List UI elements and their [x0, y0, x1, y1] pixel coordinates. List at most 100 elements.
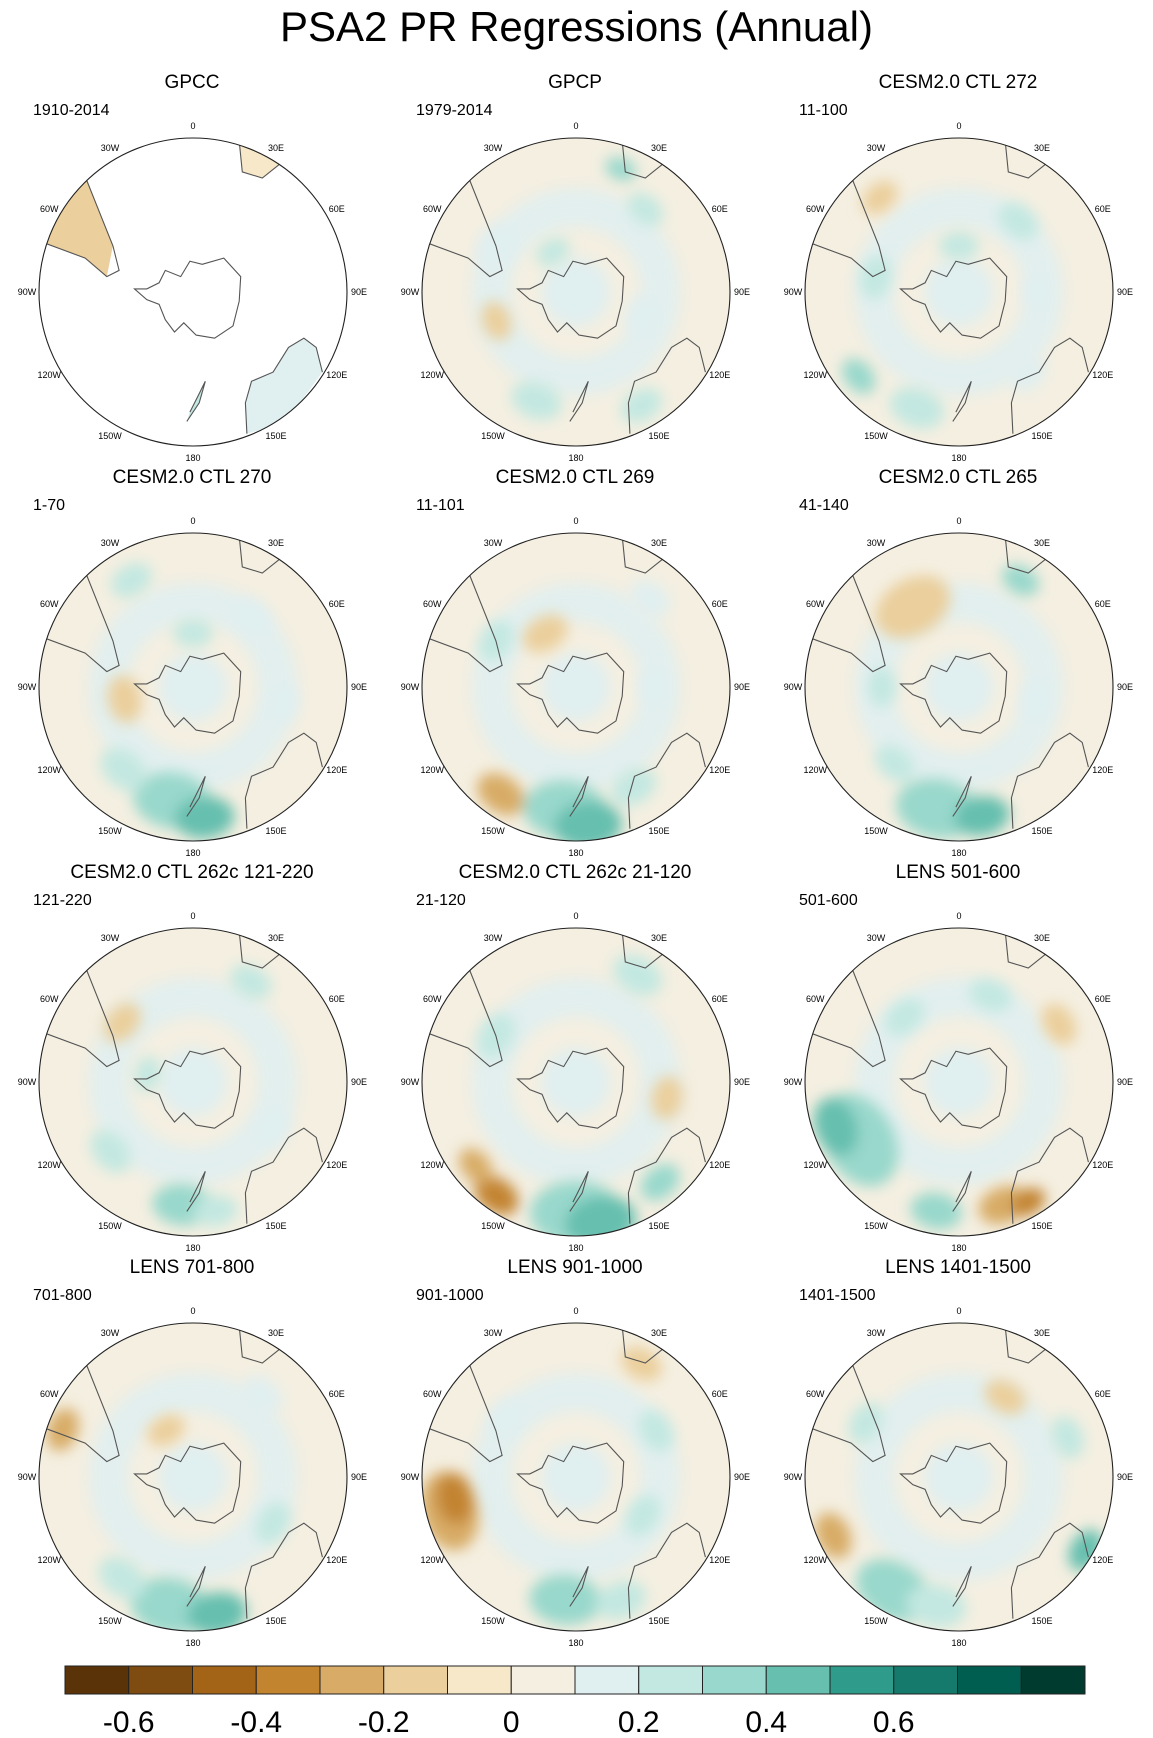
colorbar-tick-label: 0.6	[873, 1706, 915, 1738]
longitude-label: 60W	[806, 204, 825, 214]
longitude-label: 180	[951, 1638, 966, 1648]
longitude-label: 30E	[1034, 933, 1050, 943]
longitude-label: 90W	[784, 682, 803, 692]
longitude-label: 150W	[98, 1221, 122, 1231]
longitude-label: 90W	[18, 1472, 37, 1482]
longitude-label: 180	[185, 1638, 200, 1648]
longitude-label: 120W	[803, 1555, 827, 1565]
longitude-label: 120E	[1092, 1160, 1113, 1170]
colorbar-tick-label: 0	[503, 1706, 520, 1738]
longitude-label: 0	[190, 516, 195, 526]
colorbar-swatch	[383, 1665, 448, 1695]
longitude-label: 90W	[18, 287, 37, 297]
longitude-label: 30E	[268, 1328, 284, 1338]
polar-map: 0 30E 60E 90E 120E 150E 180 150W 120W 90W 60W 30W	[18, 911, 367, 1253]
longitude-label: 60E	[1095, 599, 1111, 609]
longitude-label: 120W	[37, 765, 61, 775]
colorbar-swatch	[638, 1665, 703, 1695]
longitude-label: 30W	[484, 538, 503, 548]
polar-map: 0 30E 60E 90E 120E 150E 180 150W 120W 90W 60W 30W	[784, 1306, 1133, 1648]
longitude-label: 90W	[784, 1472, 803, 1482]
panel-title: CESM2.0 CTL 262c 21-120	[458, 862, 692, 883]
panel-period: 1910-2014	[33, 102, 110, 119]
longitude-label: 30W	[867, 538, 886, 548]
longitude-label: 60W	[806, 1389, 825, 1399]
longitude-label: 60W	[423, 599, 442, 609]
longitude-label: 30W	[867, 1328, 886, 1338]
longitude-label: 30W	[484, 143, 503, 153]
longitude-label: 0	[573, 516, 578, 526]
longitude-label: 90E	[734, 1472, 750, 1482]
map-panel: CESM2.0 CTL 270 1-70 0 30E 60E 90E 120E 150E 180…	[0, 467, 384, 862]
map-panel: GPCC 1910-2014 0 30E 60E 90E 120E 150E 180 150W 12…	[0, 72, 384, 467]
panel-period: 701-800	[33, 1287, 92, 1304]
longitude-label: 90E	[351, 1472, 367, 1482]
colorbar-swatch	[447, 1665, 512, 1695]
longitude-label: 90E	[351, 287, 367, 297]
longitude-label: 60W	[40, 599, 59, 609]
panel-title: CESM2.0 CTL 269	[495, 467, 655, 488]
panel-period: 1979-2014	[416, 102, 493, 119]
longitude-label: 60E	[329, 1389, 345, 1399]
panel-period: 901-1000	[416, 1287, 484, 1304]
longitude-label: 0	[190, 1306, 195, 1316]
colorbar-tick-label: 0.2	[618, 1706, 660, 1738]
longitude-label: 120E	[709, 765, 730, 775]
longitude-label: 90W	[784, 287, 803, 297]
colorbar-swatch	[765, 1665, 831, 1695]
longitude-label: 90E	[734, 287, 750, 297]
polar-map: 0 30E 60E 90E 120E 150E 180 150W 120W 90W 60W 30W	[401, 121, 750, 463]
longitude-label: 0	[573, 1306, 578, 1316]
longitude-label: 120W	[420, 370, 444, 380]
longitude-label: 180	[568, 848, 583, 858]
longitude-label: 120W	[37, 1555, 61, 1565]
longitude-label: 90E	[734, 682, 750, 692]
longitude-label: 0	[190, 911, 195, 921]
colorbar-swatch	[510, 1665, 576, 1695]
longitude-label: 60W	[806, 599, 825, 609]
longitude-label: 120W	[803, 1160, 827, 1170]
longitude-label: 150W	[864, 826, 888, 836]
longitude-label: 60E	[712, 994, 728, 1004]
map-panel: LENS 701-800 701-800 0 30E 60E 90E 120E 150E 180…	[0, 1257, 384, 1652]
longitude-label: 30W	[484, 1328, 503, 1338]
longitude-label: 30E	[268, 538, 284, 548]
map-panel: CESM2.0 CTL 262c 21-120 21-120 0 30E 60E 90E 1…	[383, 862, 767, 1257]
panel-period: 11-100	[799, 102, 848, 119]
longitude-label: 120W	[37, 370, 61, 380]
longitude-label: 30W	[101, 933, 120, 943]
longitude-label: 60E	[712, 599, 728, 609]
panel-title: GPCC	[164, 72, 220, 93]
longitude-label: 180	[185, 1243, 200, 1253]
longitude-label: 60W	[423, 204, 442, 214]
longitude-label: 120E	[1092, 370, 1113, 380]
panel-period: 21-120	[416, 892, 466, 909]
longitude-label: 90W	[401, 682, 420, 692]
panel-period: 41-140	[799, 497, 849, 514]
longitude-label: 30E	[651, 143, 667, 153]
longitude-label: 150E	[648, 431, 669, 441]
longitude-label: 180	[185, 453, 200, 463]
colorbar-swatch	[829, 1665, 895, 1695]
longitude-label: 60W	[40, 994, 59, 1004]
longitude-label: 90E	[1117, 287, 1133, 297]
longitude-label: 90E	[734, 1077, 750, 1087]
longitude-label: 150E	[265, 1616, 286, 1626]
longitude-label: 120W	[37, 1160, 61, 1170]
longitude-label: 60W	[40, 204, 59, 214]
map-panels-grid: GPCC 1910-2014 0 30E 60E 90E 120E 150E 180 150W 12…	[0, 72, 1133, 1652]
polar-map: 0 30E 60E 90E 120E 150E 180 150W 120W 90W 60W 30W	[401, 516, 750, 858]
longitude-label: 30E	[651, 933, 667, 943]
longitude-label: 30E	[651, 538, 667, 548]
colorbar: -0.6 -0.4 -0.2 0 0.2 0.4 0.6	[64, 1665, 1086, 1738]
colorbar-tick-label: -0.4	[230, 1706, 282, 1738]
panel-title: LENS 501-600	[895, 862, 1021, 883]
longitude-label: 0	[573, 121, 578, 131]
longitude-label: 120E	[709, 1160, 730, 1170]
longitude-label: 120E	[326, 1160, 347, 1170]
longitude-label: 30E	[651, 1328, 667, 1338]
longitude-label: 30W	[867, 933, 886, 943]
colorbar-tick-label: -0.2	[358, 1706, 410, 1738]
longitude-label: 60E	[1095, 994, 1111, 1004]
longitude-label: 60E	[1095, 1389, 1111, 1399]
